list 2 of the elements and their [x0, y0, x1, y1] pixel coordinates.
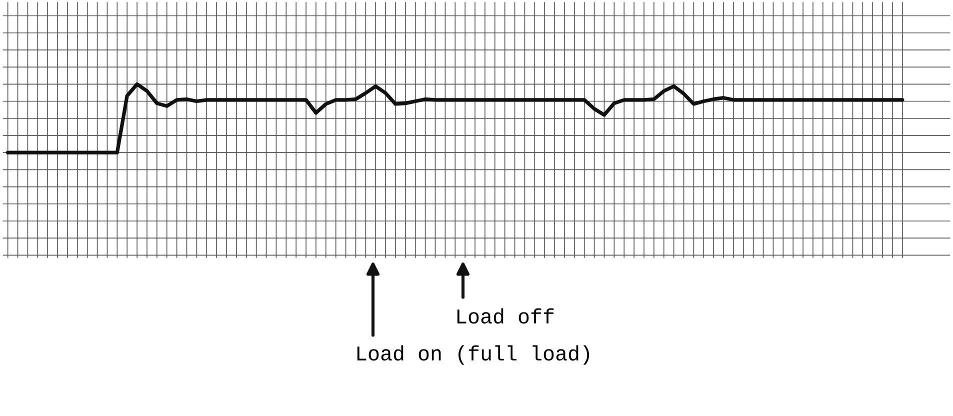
- text: Load on (full load): [357, 345, 590, 365]
- text: Load off: [457, 308, 554, 324]
